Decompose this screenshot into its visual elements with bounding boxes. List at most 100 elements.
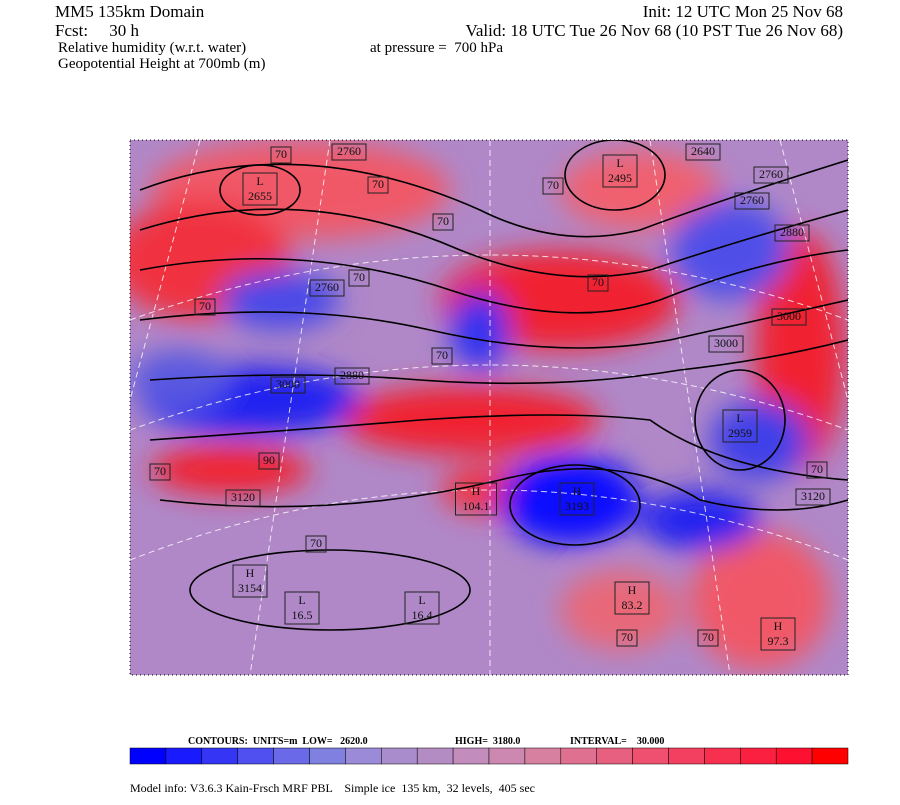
contour-label: 2760: [315, 280, 339, 294]
contour-label: 70: [199, 299, 211, 313]
colorbar-swatch: [596, 747, 633, 765]
title: MM5 135km Domain: [55, 2, 205, 21]
label-box: [753, 166, 789, 184]
label-box: [559, 482, 595, 516]
label-box: [771, 308, 807, 326]
colorbar-swatch: [165, 747, 203, 765]
model-info: Model info: V3.6.3 Kain-Frsch MRF PBL Si…: [130, 781, 535, 795]
contour-label: 2760: [337, 144, 361, 158]
colorbar-swatch: [560, 747, 597, 765]
contour-label: 70: [310, 536, 322, 550]
contour-label: 70: [702, 630, 714, 644]
label-box: [149, 463, 171, 481]
label-box: [587, 274, 609, 292]
contour-high: HIGH= 3180.0: [455, 736, 520, 747]
label-box: [455, 482, 497, 516]
label-box: [225, 489, 261, 507]
contour-label: 2880: [780, 225, 804, 239]
label-box: [795, 488, 831, 506]
pressure: at pressure = 700 hPa: [370, 40, 503, 56]
label-letter: L: [616, 156, 623, 170]
colorbar-swatch: [309, 747, 346, 765]
colorbar-swatch: [740, 747, 777, 765]
contours: CONTOURS: UNITS=m LOW= 2620.0: [188, 736, 368, 747]
contour-label: 3000: [777, 309, 801, 323]
label-box: [722, 409, 758, 443]
map-frame: [129, 139, 849, 676]
label-box: [348, 269, 370, 287]
colorbar-swatch: [416, 747, 454, 765]
label-box: [697, 629, 719, 647]
colorbar-swatch: [452, 747, 490, 765]
contour-interval: INTERVAL= 30.000: [570, 736, 664, 747]
contour-label: 3120: [231, 490, 255, 504]
label-box: [602, 154, 638, 188]
label-letter: L: [256, 174, 263, 188]
label-box: [334, 367, 370, 385]
label-letter: H: [573, 484, 582, 498]
label-box: [734, 192, 770, 210]
colorbar-swatch: [632, 747, 669, 765]
contour-label: 2640: [691, 144, 715, 158]
contour-label: 70: [592, 275, 604, 289]
label-box: [431, 347, 453, 365]
colorbar-swatch: [345, 747, 382, 765]
contour-label: 70: [437, 214, 449, 228]
label-letter: H: [472, 484, 481, 498]
colorbar-swatch: [201, 747, 238, 765]
label-box: [270, 376, 306, 394]
label-box: [242, 172, 278, 206]
colorbar-swatch: [129, 747, 167, 765]
label-value: 3154: [238, 581, 262, 595]
valid: Valid: 18 UTC Tue 26 Nov 68 (10 PST Tue …: [465, 21, 843, 40]
contour-label: 70: [372, 177, 384, 191]
contour-label: 70: [275, 147, 287, 161]
label-box: [542, 177, 564, 195]
colorbar-swatch: [237, 747, 274, 765]
label-box: [270, 146, 292, 164]
label-value: 2959: [728, 426, 752, 440]
label-box: [806, 461, 828, 479]
label-box: [305, 535, 327, 553]
label-box: [685, 143, 721, 161]
label-box: [309, 279, 345, 297]
init: Init: 12 UTC Mon 25 Nov 68: [643, 2, 843, 21]
label-box: [432, 213, 454, 231]
colorbar-swatch: [381, 747, 418, 765]
label-value: 2495: [608, 171, 632, 185]
label-box: [708, 335, 744, 353]
colorbar-swatch: [273, 747, 310, 765]
label-value: 16.4: [412, 608, 433, 622]
label-box: [774, 224, 810, 242]
contour-label: 70: [621, 630, 633, 644]
fcst: Fcst: 30 h: [55, 21, 140, 40]
contour-label: 3120: [801, 489, 825, 503]
label-box: [404, 591, 440, 625]
label-box: [194, 298, 216, 316]
label-box: [258, 452, 280, 470]
contour-label: 2760: [740, 193, 764, 207]
colorbar-swatch: [524, 747, 562, 765]
label-letter: H: [628, 583, 637, 597]
field: Geopotential Height at 700mb (m): [58, 56, 265, 72]
label-value: 2655: [248, 189, 272, 203]
label-value: 97.3: [768, 634, 789, 648]
label-box: [614, 581, 650, 615]
label-letter: H: [774, 619, 783, 633]
contour-label: 3000: [714, 336, 738, 350]
contour-label: 70: [353, 270, 365, 284]
colorbar-swatch: [811, 747, 849, 765]
label-value: 83.2: [622, 598, 643, 612]
label-box: [284, 591, 320, 625]
contour-label: 90: [263, 453, 275, 467]
colorbar-swatch: [775, 747, 813, 765]
field: Relative humidity (w.r.t. water): [58, 40, 246, 56]
label-letter: L: [298, 593, 305, 607]
label-value: 3193: [565, 499, 589, 513]
contour-label: 2760: [759, 167, 783, 181]
label-box: [760, 617, 796, 651]
contour-label: 3000: [276, 377, 300, 391]
colorbar-swatch: [668, 747, 705, 765]
label-letter: L: [418, 593, 425, 607]
